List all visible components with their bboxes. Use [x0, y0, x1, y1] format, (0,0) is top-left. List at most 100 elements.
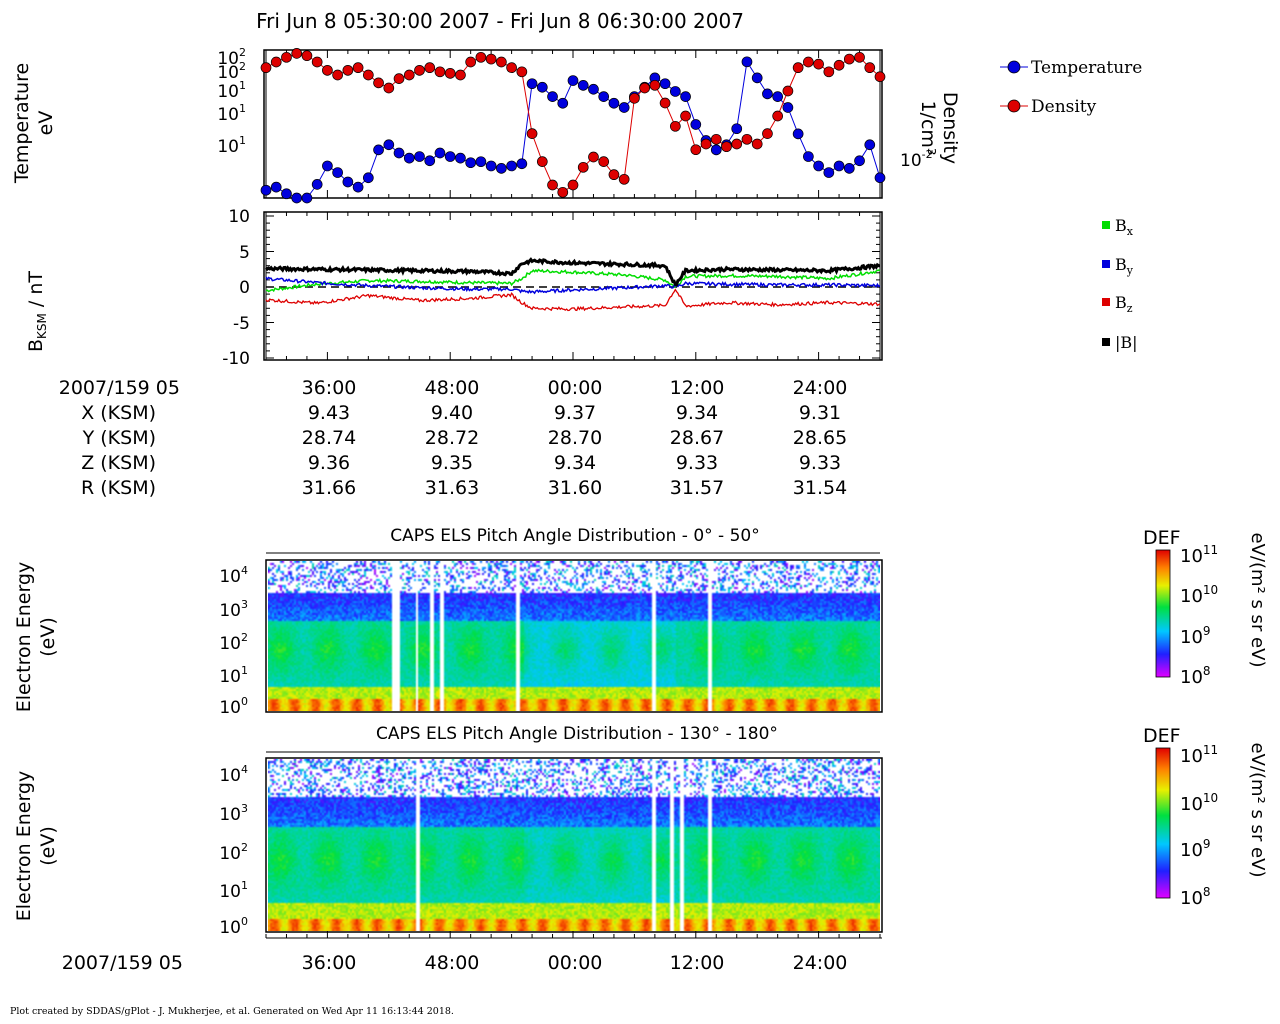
temperature-point	[864, 139, 876, 151]
bmag-legend-marker	[1102, 338, 1110, 346]
temperature-point	[414, 151, 425, 162]
bottom-time-axis: 2007/159 05 36:00 48:00 00:00 12:00 24:0…	[62, 930, 882, 974]
colorbar-tick-label: 1010	[1180, 791, 1218, 815]
spectrogram-title: CAPS ELS Pitch Angle Distribution - 0° -…	[390, 526, 759, 546]
temperature-point	[434, 147, 446, 159]
r-ksm-value: 31.54	[793, 477, 847, 499]
density-point	[833, 59, 845, 71]
temperature-point	[516, 158, 528, 170]
x-ksm-value: 9.34	[676, 402, 718, 424]
z-ksm-value: 9.33	[676, 452, 718, 474]
density-point	[598, 156, 610, 167]
density-point	[577, 161, 589, 173]
r-ksm-value: 31.63	[425, 477, 479, 499]
colorbar-tick-label: 109	[1180, 837, 1211, 861]
bmag-legend-label: |B|	[1115, 333, 1138, 352]
temperature-point	[424, 155, 436, 167]
temperature-point	[536, 81, 548, 93]
temperature-point	[352, 181, 364, 193]
temperature-point	[373, 144, 384, 156]
temperature-point	[762, 88, 773, 100]
colorbar-title: DEF	[1143, 527, 1181, 549]
density-point	[403, 69, 415, 81]
energy-tick-label: 100	[219, 915, 248, 938]
spectrogram-0-50-panel: CAPS ELS Pitch Angle Distribution - 0° -…	[13, 526, 1268, 718]
ephemeris-row-label: Y (KSM)	[82, 427, 156, 449]
density-point	[608, 169, 620, 181]
temperature-point	[526, 78, 538, 90]
temperature-point	[547, 91, 558, 102]
temperature-point	[874, 172, 886, 184]
density-point	[700, 138, 712, 150]
temp-tick-label: 101	[217, 102, 246, 125]
panel1-legend: Temperature Density	[1000, 58, 1142, 117]
density-point	[322, 64, 333, 76]
spectrogram-frame	[265, 559, 883, 713]
temperature-point	[823, 167, 835, 178]
density-point	[281, 51, 292, 63]
temperature-point	[598, 91, 610, 102]
density-point	[393, 73, 405, 84]
density-point	[342, 64, 354, 76]
temperature-point	[751, 72, 763, 84]
density-point	[516, 66, 528, 78]
y-ksm-value: 28.72	[425, 427, 479, 449]
temperature-point	[301, 192, 313, 204]
density-legend-marker	[1007, 99, 1021, 113]
density-point	[424, 62, 436, 74]
b-tick-label: -5	[233, 314, 250, 334]
temperature-point	[270, 181, 282, 193]
time-tick-label: 48:00	[425, 952, 480, 974]
temperature-point	[813, 160, 824, 172]
colorbar	[1155, 549, 1171, 678]
temp-tick-label: 101	[217, 79, 246, 102]
density-point	[260, 62, 272, 74]
b-tick-label: 5	[239, 243, 250, 263]
panel2-frame	[263, 211, 883, 361]
temperature-point	[485, 160, 497, 172]
colorbar-tick-label: 108	[1180, 664, 1211, 688]
temperature-point	[669, 86, 681, 97]
time-tick-label: 00:00	[548, 952, 603, 974]
colorbar-tick-label: 108	[1180, 885, 1211, 909]
magnetic-field-panel: 10 5 0 -5 -10 BKSM / nT Bx By Bz |B|	[25, 207, 1138, 369]
density-legend-label: Density	[1031, 97, 1097, 117]
density-point	[782, 85, 794, 97]
panel1-series	[260, 48, 886, 204]
colorbar-tick-label: 1011	[1180, 543, 1218, 567]
bz-legend-marker	[1102, 298, 1110, 306]
energy-axis-label: Electron Energy	[13, 562, 35, 713]
b-tick-label: 10	[228, 207, 250, 227]
temp-tick-label: 101	[217, 134, 246, 157]
temperature-density-panel: 102 102 101 101 101 10-2 Temperature eV …	[11, 46, 1142, 204]
density-point	[455, 69, 466, 81]
time-tick-label: 12:00	[670, 952, 725, 974]
colorbar	[1155, 747, 1171, 899]
energy-tick-label: 100	[219, 695, 248, 718]
bottom-axis-label: 2007/159 05	[62, 952, 183, 974]
x-ksm-value: 9.43	[308, 402, 350, 424]
density-point	[792, 62, 804, 74]
density-point	[301, 50, 313, 62]
temperature-point	[608, 97, 620, 109]
density-point	[721, 141, 732, 153]
density-point	[547, 179, 558, 191]
z-ksm-value: 9.34	[554, 452, 596, 474]
temperature-legend-marker	[1007, 60, 1021, 74]
panel2-tick-marks	[265, 212, 881, 360]
time-tick-label: 24:00	[793, 377, 848, 399]
temperature-point	[311, 179, 323, 190]
density-point	[352, 62, 364, 74]
by-legend-marker	[1102, 260, 1110, 268]
density-line	[265, 52, 881, 193]
density-point	[567, 179, 579, 191]
x-ksm-value: 9.31	[799, 402, 841, 424]
density-point	[639, 82, 650, 94]
temperature-point	[567, 75, 579, 86]
density-point	[485, 53, 497, 65]
density-point	[465, 56, 477, 68]
temperature-point	[577, 80, 589, 91]
temp-tick-label: 102	[217, 60, 246, 83]
temperature-point	[465, 157, 477, 169]
